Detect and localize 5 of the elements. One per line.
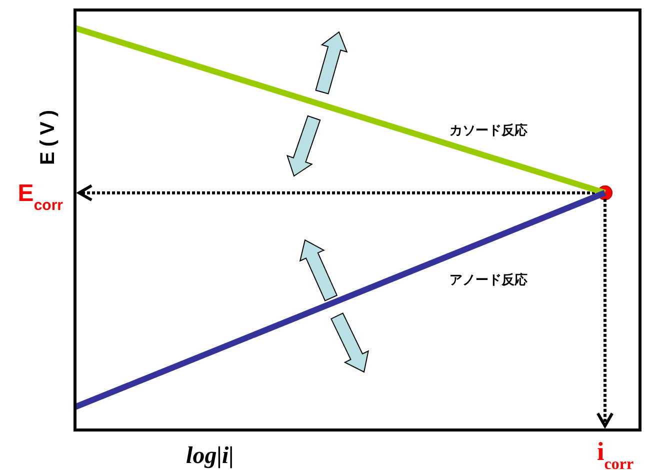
y-axis-title: E(V) [37, 105, 59, 165]
series-label: アノード反応 [449, 272, 528, 287]
series-label: カソード反応 [449, 122, 528, 138]
ref-line-label: E$_{corr}$ [18, 180, 64, 214]
x-axis-title: log|i| [186, 443, 234, 469]
